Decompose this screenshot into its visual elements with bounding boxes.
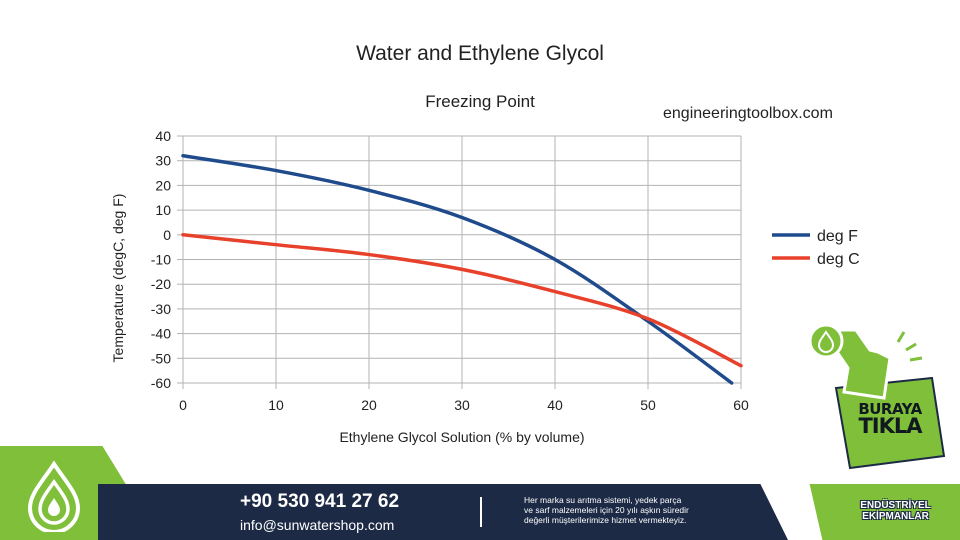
- water-drop-logo-icon: [27, 460, 81, 532]
- legend-label: deg F: [817, 228, 858, 245]
- series-line-0: [181, 154, 734, 385]
- y-tick-label: -20: [151, 276, 171, 292]
- banner-blurb: Her marka su arıtma sistemi, yedek parça…: [524, 495, 774, 525]
- category-label-line1: ENDÜSTRİYEL: [860, 500, 931, 511]
- chart-legend: deg F deg C: [772, 228, 860, 268]
- x-tick-label: 50: [640, 397, 656, 413]
- y-tick-label: -40: [151, 326, 171, 342]
- y-axis-label: Temperature (degC, deg F): [110, 193, 126, 363]
- x-tick-label: 30: [454, 397, 470, 413]
- y-tick-label: 40: [155, 128, 171, 144]
- y-tick-label: 0: [163, 227, 171, 243]
- banner-green-right: [809, 484, 960, 540]
- source-annotation: engineeringtoolbox.com: [663, 105, 833, 122]
- legend-label: deg C: [817, 251, 860, 268]
- click-here-badge[interactable]: [800, 320, 960, 480]
- freezing-point-chart: 40 30 20 10 0 -10 -20 -30 -40 -50 -60 0 10 20 30 40 50 60…: [151, 128, 860, 413]
- y-tick-label: -10: [151, 252, 171, 268]
- cta-label-line1[interactable]: BURAYA: [858, 400, 922, 418]
- chart-grid: [177, 135, 742, 389]
- y-tick-label: 30: [155, 153, 171, 169]
- x-tick-label: 10: [268, 397, 284, 413]
- y-tick-label: -30: [151, 301, 171, 317]
- cta-label-line2[interactable]: TIKLA: [858, 414, 922, 438]
- blurb-line: Her marka su arıtma sistemi, yedek parça: [524, 495, 682, 505]
- blurb-line: ve sarf malzemeleri için 20 yılı aşkın s…: [524, 505, 689, 515]
- axis-tick-labels: 40 30 20 10 0 -10 -20 -30 -40 -50 -60 0 10 20 30 40 50 60: [151, 128, 749, 413]
- banner-navy-strip: [98, 484, 788, 540]
- hand-pointer-icon: [808, 323, 892, 400]
- x-tick-label: 0: [179, 397, 187, 413]
- chart-subtitle: Freezing Point: [425, 92, 535, 111]
- chart-title: Water and Ethylene Glycol: [356, 42, 604, 65]
- x-tick-label: 20: [361, 397, 377, 413]
- banner-divider: [480, 497, 482, 527]
- y-tick-label: -50: [151, 350, 171, 366]
- y-tick-label: 10: [155, 202, 171, 218]
- contact-email[interactable]: info@sunwatershop.com: [240, 517, 395, 533]
- y-tick-label: 20: [155, 177, 171, 193]
- x-tick-label: 40: [547, 397, 563, 413]
- x-axis-label: Ethylene Glycol Solution (% by volume): [339, 429, 585, 445]
- series-line-1: [181, 233, 743, 368]
- blurb-line: değerli müşterilerimize hizmet vermektey…: [524, 515, 687, 525]
- y-tick-label: -60: [151, 375, 171, 391]
- contact-phone[interactable]: +90 530 941 27 62: [240, 491, 400, 512]
- chart-series: [181, 154, 743, 385]
- category-label-line2: EKİPMANLAR: [862, 511, 929, 522]
- x-tick-label: 60: [733, 397, 749, 413]
